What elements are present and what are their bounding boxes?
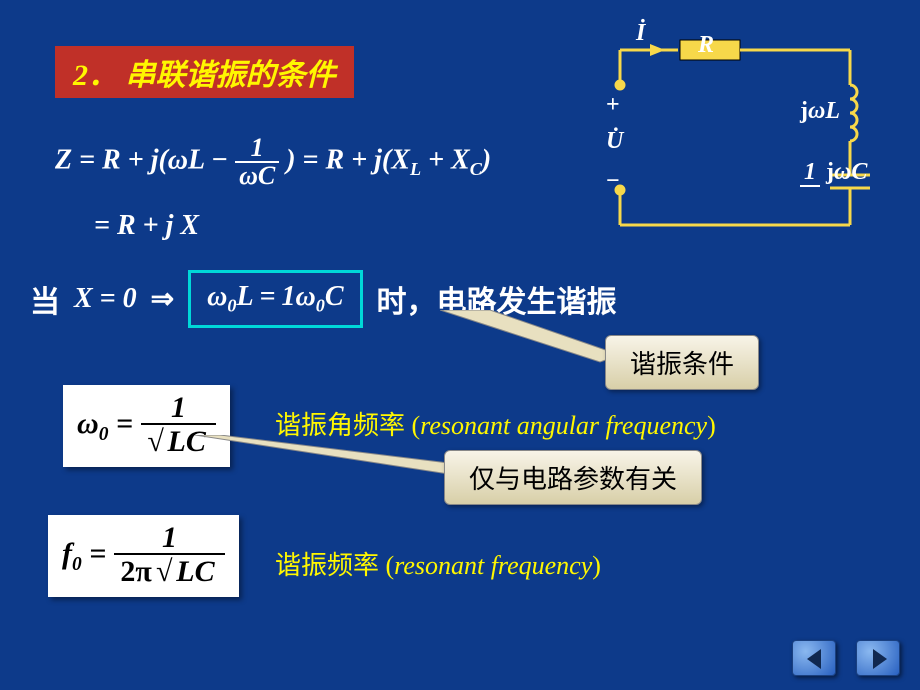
impedance-equation-2: = R + j X xyxy=(94,210,199,242)
resistor-label: R xyxy=(698,32,714,59)
callout-parameters: 仅与电路参数有关 xyxy=(444,450,702,505)
nav-buttons xyxy=(792,640,900,676)
voltage-symbol: U̇ xyxy=(606,128,623,155)
inductor-label: jωL xyxy=(800,98,840,125)
f-label: 谐振频率 (resonant frequency) xyxy=(275,545,601,582)
when-label: 当 xyxy=(30,277,60,321)
capacitor-label: 1 jωC xyxy=(800,158,867,186)
voltage-plus: + xyxy=(606,92,620,119)
f0-formula: f0 = 1 2πLC xyxy=(48,515,239,597)
next-button[interactable] xyxy=(856,640,900,676)
callout-pointer-2 xyxy=(195,435,465,480)
x-zero: X = 0 xyxy=(74,283,137,315)
circuit-diagram: İ R + U̇ − jωL 1 jωC xyxy=(590,30,900,240)
voltage-minus: − xyxy=(606,168,620,195)
impedance-equation: Z = R + j(ωL − 1ωC ) = R + j(XL + XC) xyxy=(55,135,491,189)
resonance-box: ω0L = 1ω0C xyxy=(188,270,362,328)
prev-button[interactable] xyxy=(792,640,836,676)
callout-resonance-condition: 谐振条件 xyxy=(605,335,759,390)
section-header: 2． 串联谐振的条件 xyxy=(55,46,354,98)
implies: ⇒ xyxy=(151,282,174,316)
current-label: İ xyxy=(636,20,645,47)
